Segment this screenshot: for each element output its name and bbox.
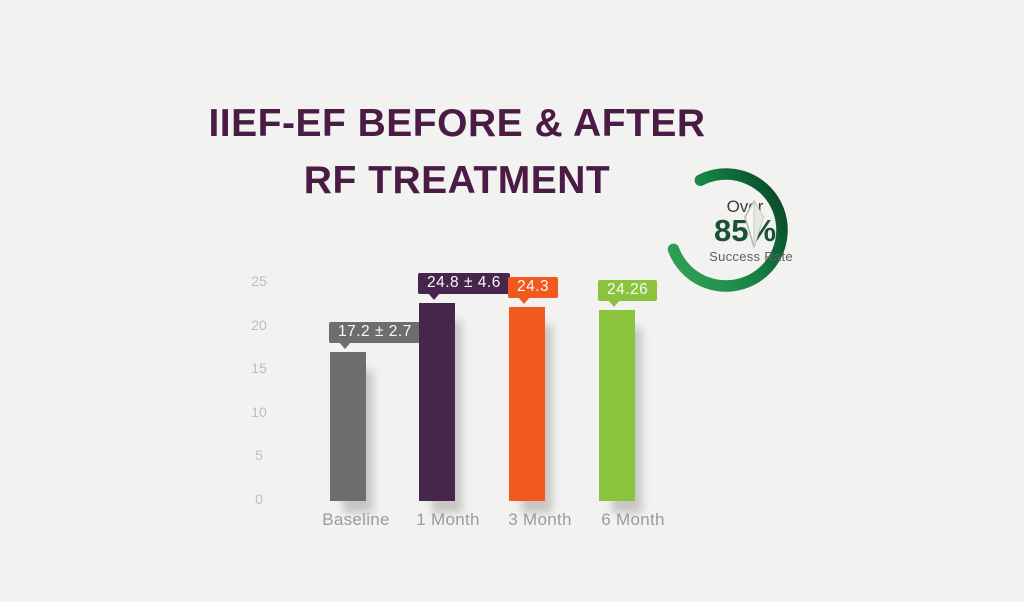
- bar-1-month: [419, 302, 455, 501]
- badge-caption: Success Rate: [709, 249, 793, 264]
- data-label: 24.3: [508, 277, 559, 299]
- data-label: 24.8 ± 4.6: [418, 272, 510, 294]
- x-axis-label: 6 Month: [601, 510, 665, 529]
- page-title-line1: IIEF-EF BEFORE & AFTER: [208, 102, 706, 145]
- growth-arrow-icon: [744, 200, 764, 248]
- data-label: 17.2 ± 2.7: [329, 321, 421, 343]
- bar-6-month: [599, 309, 635, 501]
- data-label-callout: 24.3: [508, 277, 559, 305]
- data-label-callout: 24.26: [598, 279, 658, 307]
- page-title: IIEF-EF BEFORE & AFTER RF TREATMENT: [57, 95, 857, 209]
- y-axis-tick: 5: [255, 447, 263, 464]
- callout-pointer-icon: [608, 299, 620, 307]
- data-label-callout: 24.8 ± 4.6: [418, 272, 510, 300]
- data-label: 24.26: [598, 279, 658, 301]
- y-axis-tick: 15: [251, 360, 267, 377]
- x-axis-label: Baseline: [322, 510, 390, 529]
- callout-pointer-icon: [339, 341, 351, 349]
- y-axis-tick: 0: [255, 491, 263, 507]
- callout-pointer-icon: [428, 292, 440, 300]
- bar-baseline: [330, 351, 366, 501]
- y-axis-tick: 25: [251, 273, 267, 289]
- x-axis-label: 1 Month: [416, 510, 480, 529]
- callout-pointer-icon: [518, 297, 530, 305]
- x-axis-label: 3 Month: [508, 510, 572, 529]
- y-axis-tick: 20: [251, 316, 267, 333]
- success-rate-badge: Over 85% Success Rate: [656, 160, 796, 300]
- page-title-line2: RF TREATMENT: [303, 159, 611, 202]
- data-label-callout: 17.2 ± 2.7: [329, 321, 421, 349]
- bar-3-month: [509, 307, 545, 501]
- progress-ring-icon: [664, 168, 788, 292]
- y-axis-tick: 10: [251, 403, 267, 420]
